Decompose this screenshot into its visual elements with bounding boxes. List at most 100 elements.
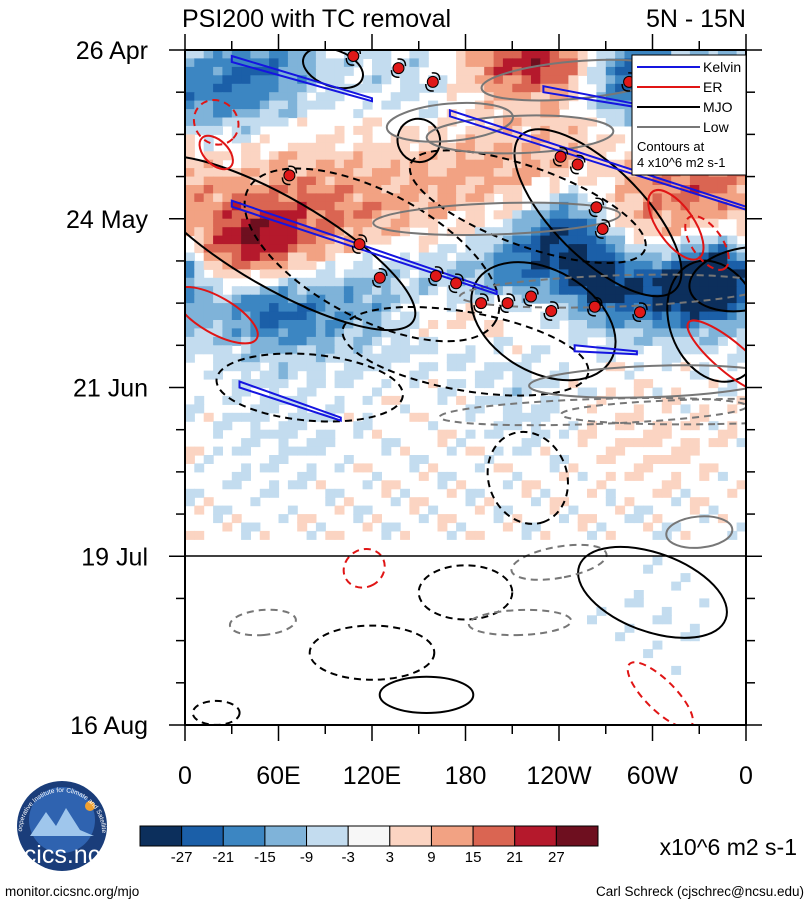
heatmap-cell — [381, 159, 392, 169]
colorbar-swatch — [181, 825, 224, 847]
heatmap-cell — [680, 235, 691, 245]
heatmap-cell — [568, 277, 579, 287]
heatmap-cell — [428, 159, 439, 169]
heatmap-cell — [633, 201, 644, 211]
heatmap-cell — [306, 168, 317, 178]
heatmap-cell — [259, 227, 270, 237]
heatmap-cell — [381, 286, 392, 296]
heatmap-cell — [643, 311, 654, 321]
heatmap-cell — [717, 252, 728, 262]
heatmap-cell — [362, 286, 373, 296]
heatmap-cell — [390, 185, 401, 194]
heatmap-cell — [231, 185, 242, 194]
heatmap-cell — [222, 328, 233, 338]
heatmap-cell — [474, 252, 485, 262]
chart-title: PSI200 with TC removal — [182, 5, 451, 33]
heatmap-cell — [549, 75, 560, 85]
heatmap-cell — [559, 277, 569, 287]
heatmap-cell — [736, 277, 746, 287]
heatmap-cell — [512, 412, 523, 422]
heatmap-cell — [456, 75, 467, 85]
heatmap-cell — [615, 193, 626, 203]
heatmap-cell — [689, 311, 700, 321]
heatmap-cell — [250, 159, 261, 169]
heatmap-cell — [484, 370, 495, 380]
heatmap-cell — [502, 218, 513, 228]
heatmap-cell — [474, 286, 485, 296]
heatmap-cell — [465, 193, 476, 203]
heatmap-cell — [493, 505, 504, 515]
heatmap-cell — [315, 218, 326, 228]
heatmap-cell — [717, 320, 728, 329]
heatmap-cell — [185, 218, 195, 228]
heatmap-cell — [381, 328, 392, 338]
heatmap-cell — [241, 438, 251, 448]
heatmap-cell — [315, 168, 326, 178]
heatmap-cell — [456, 362, 467, 372]
heatmap-cell — [250, 201, 261, 211]
heatmap-cell — [194, 75, 205, 85]
heatmap-cell — [400, 488, 410, 498]
heatmap-cell — [596, 328, 607, 338]
heatmap-cell — [185, 353, 195, 363]
heatmap-cell — [428, 345, 439, 355]
heatmap-cell — [241, 185, 251, 194]
heatmap-cell — [502, 83, 513, 93]
heatmap-cell — [353, 286, 364, 296]
heatmap-cell — [428, 286, 439, 296]
heatmap-cell — [446, 514, 457, 524]
heatmap-cell — [418, 328, 429, 338]
heatmap-cell — [736, 210, 746, 220]
heatmap-cell — [736, 480, 746, 490]
heatmap-cell — [250, 142, 261, 152]
heatmap-cell — [652, 336, 663, 346]
heatmap-cell — [465, 353, 476, 363]
heatmap-cell — [493, 66, 504, 76]
heatmap-cell — [203, 244, 214, 254]
heatmap-cell — [325, 134, 336, 144]
heatmap-cell — [559, 168, 569, 178]
heatmap-cell — [306, 412, 317, 422]
heatmap-cell — [502, 151, 513, 161]
heatmap-cell — [577, 311, 588, 321]
heatmap-cell — [390, 395, 401, 405]
heatmap-cell — [549, 294, 560, 304]
colorbar-label: -27 — [171, 849, 193, 866]
heatmap-cell — [259, 83, 270, 93]
heatmap-cell — [521, 83, 532, 93]
heatmap-cell — [222, 294, 233, 304]
heatmap-cell — [465, 151, 476, 161]
heatmap-cell — [250, 151, 261, 161]
heatmap-cell — [372, 514, 382, 524]
heatmap-cell — [577, 134, 588, 144]
heatmap-cell — [287, 328, 298, 338]
heatmap-cell — [643, 455, 654, 464]
heatmap-cell — [400, 176, 410, 186]
heatmap-cell — [381, 151, 392, 161]
heatmap-cell — [708, 438, 719, 448]
heatmap-cell — [615, 83, 626, 93]
heatmap-cell — [250, 252, 261, 262]
heatmap-cell — [297, 387, 308, 397]
heatmap-cell — [287, 336, 298, 346]
heatmap-cell — [269, 345, 280, 355]
heatmap-cell — [493, 286, 504, 296]
mjo-contour — [215, 352, 404, 423]
heatmap-cell — [521, 235, 532, 245]
heatmap-cell — [428, 168, 439, 178]
heatmap-cell — [671, 345, 682, 355]
heatmap-cell — [568, 421, 579, 431]
heatmap-cell — [521, 75, 532, 85]
heatmap-cell — [409, 497, 420, 507]
heatmap-cell — [213, 269, 223, 279]
heatmap-cell — [325, 210, 336, 220]
heatmap-cell — [437, 117, 448, 127]
er-contour — [192, 99, 240, 146]
heatmap-cell — [203, 125, 214, 135]
heatmap-cell — [418, 210, 429, 220]
heatmap-cell — [502, 185, 513, 194]
heatmap-cell — [512, 370, 523, 380]
tc-symbol-icon — [372, 267, 388, 288]
heatmap-cell — [596, 58, 607, 68]
heatmap-cell — [306, 244, 317, 254]
